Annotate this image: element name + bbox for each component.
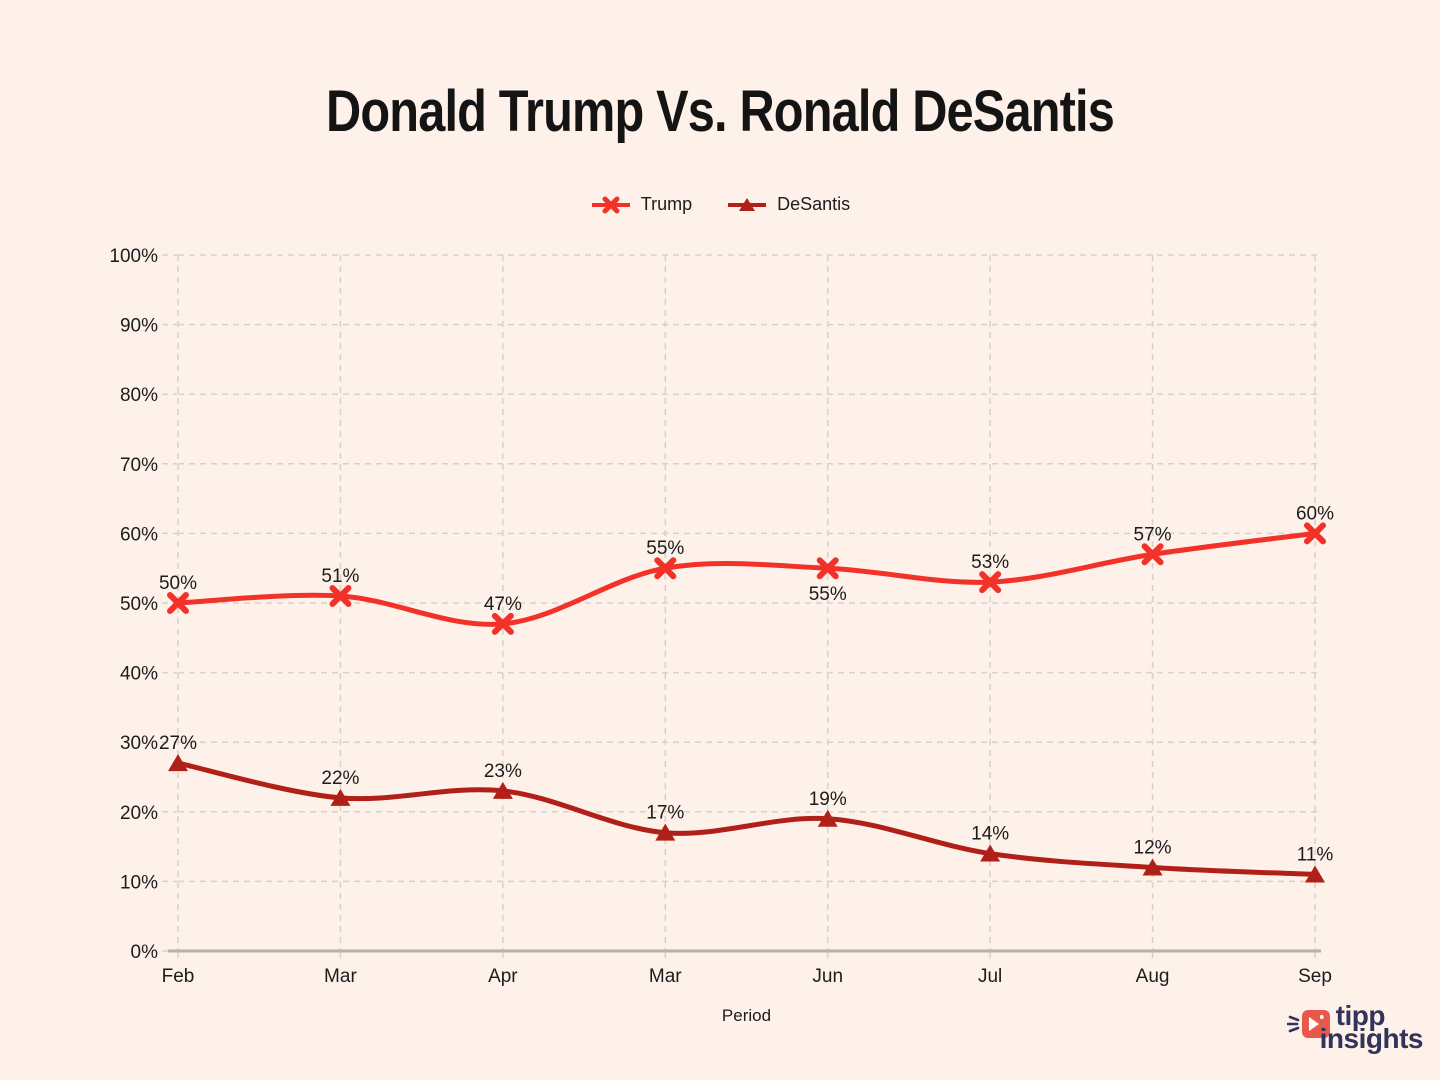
desantis-marker-triangle [655,823,676,841]
x-tick-labels: Feb Mar Apr Mar Jun Jul Aug Sep [162,966,1332,987]
y-tick-label: 0% [131,942,159,963]
trump-marker-x [1141,543,1164,566]
logo-text-insights: insights [1319,1023,1424,1054]
trump-data-label: 50% [159,573,197,594]
desantis-marker-triangle [1305,865,1325,883]
gridlines [162,254,1319,958]
tipp-insights-icon [1286,1010,1330,1038]
desantis-marker-triangle [492,781,513,799]
chart-legend: Trump DeSantis [0,194,1440,215]
desantis-marker-triangle [1142,858,1163,876]
y-tick-label: 20% [120,803,158,824]
series-trump: 50% 51% 47% 55% 55% 53% 57% 60% [159,503,1334,635]
logo-text-tipp: tipp [1335,1000,1386,1031]
y-tick-label: 70% [120,455,158,476]
legend-label-desantis: DeSantis [777,194,851,214]
desantis-marker-triangle [168,754,188,772]
tipp-insights-wordmark: tipp insights [1320,1000,1424,1053]
y-tick-label: 100% [109,246,158,267]
trump-data-label: 60% [1296,503,1334,524]
trump-line [175,530,1318,627]
y-tick-label: 60% [120,524,158,545]
x-tick-label: Jul [978,966,1002,987]
trump-marker-x [329,585,352,608]
trump-marker-x [816,557,839,580]
desantis-marker-triangle [980,844,1001,862]
y-tick-labels: 0% 10% 20% 30% 40% 50% 60% 70% 80% 90% 100% [109,246,158,963]
x-tick-label: Aug [1136,966,1170,987]
desantis-data-label: 11% [1297,844,1334,865]
x-tick-label: Apr [488,966,518,987]
legend-item-trump[interactable]: Trump [590,194,692,215]
desantis-line [175,760,1318,877]
x-tick-label: Mar [649,966,682,987]
desantis-data-label: 14% [971,824,1009,845]
desantis-data-label: 12% [1134,837,1172,858]
trump-data-label: 57% [1134,524,1172,545]
trump-marker-x [979,571,1002,594]
legend-marker-desantis [728,197,767,211]
trump-data-label: 53% [971,552,1009,573]
trump-data-label: 51% [321,566,359,587]
x-tick-label: Feb [162,966,195,987]
y-tick-label: 80% [120,385,158,406]
trump-marker-x [654,557,677,580]
desantis-marker-triangle [817,809,838,827]
trump-marker-x [167,592,189,614]
legend-item-desantis[interactable]: DeSantis [726,194,850,215]
x-tick-label: Jun [812,966,843,987]
y-tick-label: 30% [120,733,158,754]
trump-data-label: 55% [646,538,684,559]
tipp-insights-logo: tipp insights [1286,1000,1424,1053]
x-tick-label: Sep [1298,966,1332,987]
x-tick-label: Mar [324,966,357,987]
desantis-data-label: 22% [321,768,359,789]
trump-data-label: 55% [809,584,847,605]
y-tick-label: 50% [120,594,158,615]
chart-title: Donald Trump Vs. Ronald DeSantis [326,79,1115,144]
y-tick-label: 10% [120,872,158,893]
desantis-marker-triangle [330,788,351,806]
desantis-data-label: 19% [809,789,847,810]
legend-marker-trump [591,196,630,213]
desantis-data-label: 27% [159,733,197,754]
desantis-data-label: 23% [484,761,522,782]
legend-label-trump: Trump [640,194,693,214]
trump-data-label: 47% [484,594,522,615]
trump-marker-x [491,612,514,635]
x-axis-title: Period [722,1006,771,1025]
y-tick-label: 90% [120,316,158,337]
series-desantis: 27% 22% 23% 17% 19% 14% 12% 11% [159,733,1334,883]
desantis-data-label: 17% [646,803,684,824]
y-tick-label: 40% [120,664,158,685]
trump-marker-x [1304,522,1326,545]
